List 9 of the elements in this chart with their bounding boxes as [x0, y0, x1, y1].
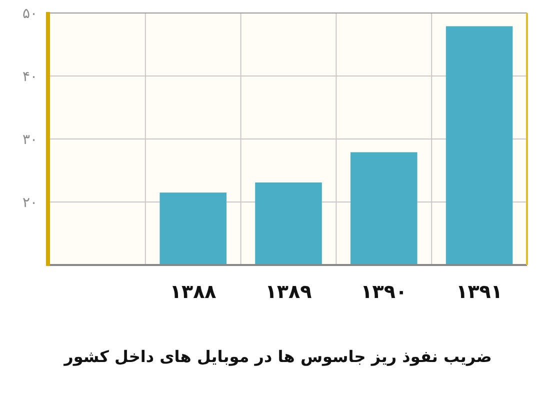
x-tick-label: ۱۳۹۱ [456, 281, 502, 303]
y-tick-label: ۲۰ [22, 195, 38, 211]
text: ضریب نفوذ ریز جاسوس ها در موبایل های داخل کشور [63, 347, 492, 366]
x-tick-label: ۱۳۹۰ [360, 281, 408, 303]
y-tick-label: ۳۰ [22, 132, 38, 148]
x-tick-label: ۱۳۸۹ [265, 281, 312, 303]
y-tick-label: ۴۰ [22, 69, 38, 85]
x-tick-label: ۱۳۸۸ [170, 281, 217, 303]
y-tick-label: ۵۰ [22, 6, 38, 22]
